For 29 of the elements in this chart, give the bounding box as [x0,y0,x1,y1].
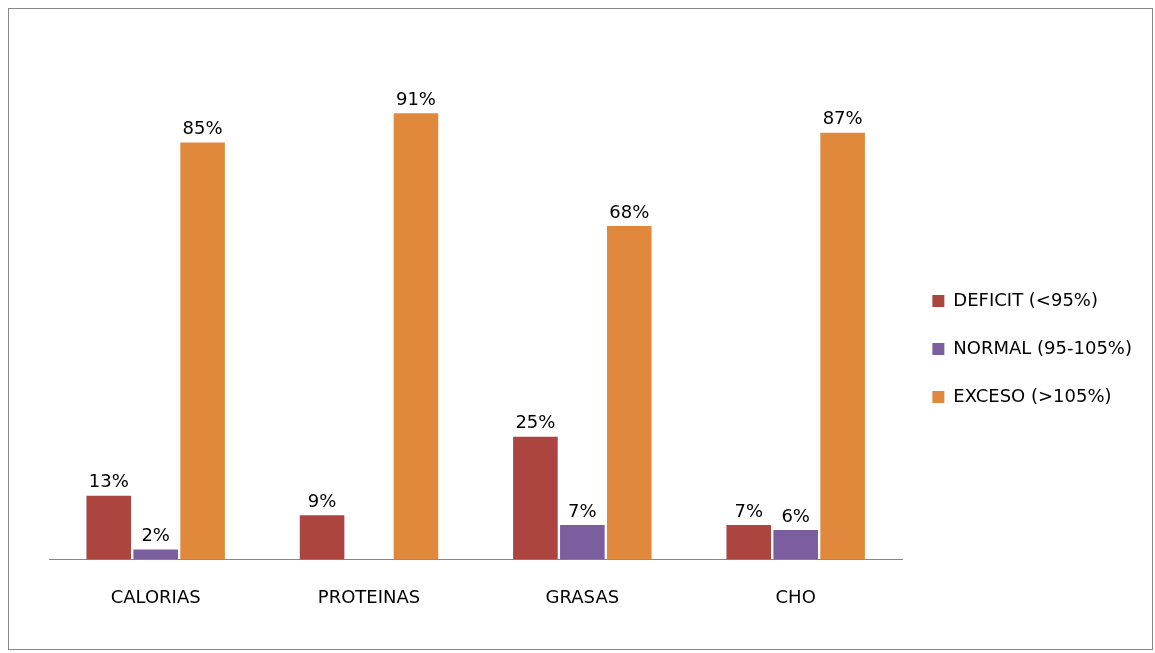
data-label: 91% [395,87,436,109]
bar [393,113,439,560]
bar [299,515,345,560]
bar [180,142,225,560]
bar [773,529,818,560]
bar [560,525,605,560]
data-label: 85% [182,117,223,139]
data-label: 25% [515,411,556,433]
data-label: 6% [781,504,810,526]
x-tick-label: GRASAS [545,585,620,607]
data-label: 68% [609,200,650,222]
data-label: 7% [734,499,764,521]
legend-label: EXCESO (>105%) [953,384,1112,406]
bar [133,549,178,560]
data-label: 2% [141,524,170,546]
bar [86,495,132,560]
x-tick-label: PROTEINAS [317,585,421,607]
x-tick-label: CALORIAS [110,585,201,607]
bar [820,132,865,560]
bar [513,436,558,560]
bar [726,525,772,560]
data-label: 7% [568,499,597,521]
data-label: 13% [88,470,129,492]
bar [606,225,652,560]
x-tick-label: CHO [775,585,816,607]
legend-label: DEFICIT (<95%) [953,288,1098,310]
data-label: 9% [307,489,337,511]
data-label: 87% [822,107,863,129]
legend-label: NORMAL (95-105%) [953,336,1132,358]
